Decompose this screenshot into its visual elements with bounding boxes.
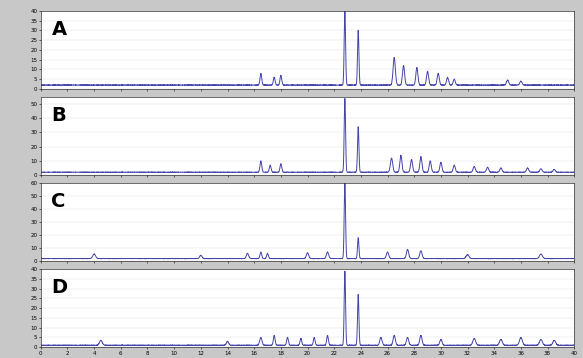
Text: B: B [51,106,66,125]
Text: C: C [51,192,66,211]
Text: D: D [51,279,68,297]
Text: A: A [51,20,66,39]
